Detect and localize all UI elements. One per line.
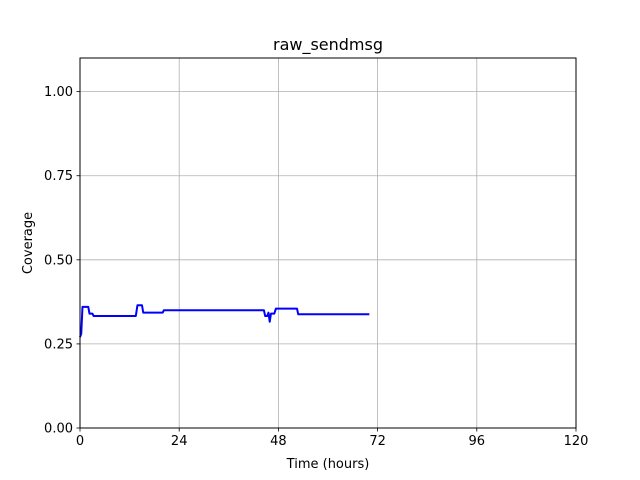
x-tick-label: 72 xyxy=(369,434,386,449)
x-tick-label: 96 xyxy=(469,434,486,449)
chart-title: raw_sendmsg xyxy=(273,35,383,55)
x-axis-label: Time (hours) xyxy=(286,457,370,472)
y-tick-label: 0.75 xyxy=(44,169,73,184)
y-tick-label: 0.25 xyxy=(44,337,73,352)
coverage-series-line-0 xyxy=(79,304,370,338)
y-axis-label: Coverage xyxy=(21,212,36,274)
y-tick-label: 0.50 xyxy=(44,253,73,268)
axes-frame xyxy=(79,57,577,429)
x-tick-label: 120 xyxy=(564,434,589,449)
y-tick-label: 1.00 xyxy=(44,85,73,100)
ticks: 0 24 48 72 96 120 0.00 0.25 0.50 0.75 1.00 xyxy=(44,85,588,449)
x-tick-label: 48 xyxy=(270,434,287,449)
x-tick-label: 24 xyxy=(171,434,188,449)
y-tick-label: 0.00 xyxy=(44,422,73,437)
x-tick-label: 0 xyxy=(76,434,84,449)
series-layer xyxy=(79,304,370,338)
